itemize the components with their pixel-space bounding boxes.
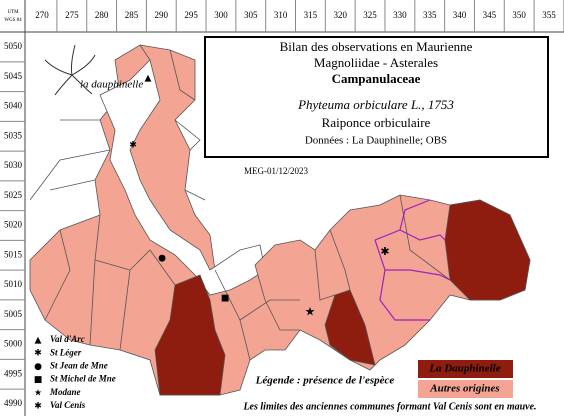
place-symbol: ▲ xyxy=(35,336,42,346)
map xyxy=(29,44,531,396)
val-cenis-old-borders xyxy=(374,199,451,321)
column-label: 335 xyxy=(423,10,437,20)
town-markers: ▲ ✱ ● ■ ★ ✱ xyxy=(129,74,389,319)
row-label: 5045 xyxy=(4,71,23,81)
place-label: St Jean de Mne xyxy=(50,360,108,370)
column-label: 350 xyxy=(512,10,526,20)
row-label: 5050 xyxy=(4,41,23,51)
place-label: Val Cenis xyxy=(50,400,86,410)
title: Bilan des observations en Maurienne xyxy=(280,39,473,54)
note: Les limites des anciennes communes forma… xyxy=(242,401,536,412)
commune-dauphinelle xyxy=(444,199,531,301)
commune-dauphinelle xyxy=(324,289,376,366)
row-label: 5015 xyxy=(4,249,23,259)
family: Campanulaceae xyxy=(332,71,421,86)
marker: ★ xyxy=(305,305,316,319)
column-label: 340 xyxy=(453,10,467,20)
place-symbol: ● xyxy=(34,362,42,372)
column-label: 310 xyxy=(274,10,288,20)
grid-corner: UTM xyxy=(7,10,19,15)
row-label: 5010 xyxy=(4,279,23,289)
commune-borders xyxy=(29,44,451,361)
date: MEG-01/12/2023 xyxy=(244,166,308,176)
column-label: 305 xyxy=(244,10,258,20)
commune-dauphinelle xyxy=(154,274,226,396)
legend-title: Légende : présence de l'espèce xyxy=(255,375,395,387)
row-label: 5000 xyxy=(4,339,23,349)
place-label: Val d'Arc xyxy=(50,334,85,344)
column-label: 270 xyxy=(35,10,49,20)
marker: ▲ xyxy=(145,74,152,84)
marker: ✱ xyxy=(380,245,389,258)
legend: La Dauphinelle Autres origines xyxy=(418,360,513,398)
row-label: 5040 xyxy=(4,101,23,111)
logo-flower xyxy=(44,44,96,96)
logo: la dauphinelle xyxy=(80,79,143,91)
legend-label: La Dauphinelle xyxy=(428,363,500,375)
column-label: 320 xyxy=(333,10,347,20)
column-label: 275 xyxy=(65,10,79,20)
column-label: 330 xyxy=(393,10,407,20)
row-label: 5030 xyxy=(4,160,23,170)
row-label: 5020 xyxy=(4,220,23,230)
place-symbol: ★ xyxy=(34,388,42,398)
column-label: 280 xyxy=(95,10,109,20)
place-label: St Léger xyxy=(50,347,82,357)
legend-swatch xyxy=(418,380,513,398)
place-symbol: ■ xyxy=(34,375,43,385)
marker: ● xyxy=(158,254,166,264)
places-legend: ▲ Val d'Arc ✱ St Léger ● St Jean de Mne ■ St Mi… xyxy=(34,334,116,411)
column-label: 355 xyxy=(542,10,556,20)
row-label: 5025 xyxy=(4,190,23,200)
place-symbol: ✱ xyxy=(34,349,42,359)
species: Phyteuma orbiculare L., 1753 xyxy=(297,97,454,112)
sources: Données : La Dauphinelle; OBS xyxy=(305,135,447,147)
marker: ✱ xyxy=(129,141,137,151)
row-label: 4990 xyxy=(4,398,23,408)
title-box xyxy=(204,36,549,158)
grid-corner: WGS 84 xyxy=(4,18,22,23)
column-label: 290 xyxy=(155,10,169,20)
place-label: Modane xyxy=(49,387,81,397)
column-label: 325 xyxy=(363,10,377,20)
order: Magnoliidae - Asterales xyxy=(314,55,438,70)
legend-swatch xyxy=(418,360,513,378)
row-label: 4995 xyxy=(4,368,23,378)
common-name: Raiponce orbiculaire xyxy=(322,115,431,130)
column-label: 295 xyxy=(184,10,198,20)
place-symbol: ✱ xyxy=(34,402,42,412)
row-label: 5035 xyxy=(4,130,23,140)
column-label: 300 xyxy=(214,10,228,20)
communes-none xyxy=(99,59,266,296)
column-label: 345 xyxy=(483,10,497,20)
legend-label: Autres origines xyxy=(429,383,499,395)
column-label: 315 xyxy=(304,10,318,20)
column-label: 285 xyxy=(125,10,139,20)
place-label: St Michel de Mne xyxy=(50,374,116,384)
row-label: 5005 xyxy=(4,309,23,319)
marker: ■ xyxy=(221,294,230,304)
